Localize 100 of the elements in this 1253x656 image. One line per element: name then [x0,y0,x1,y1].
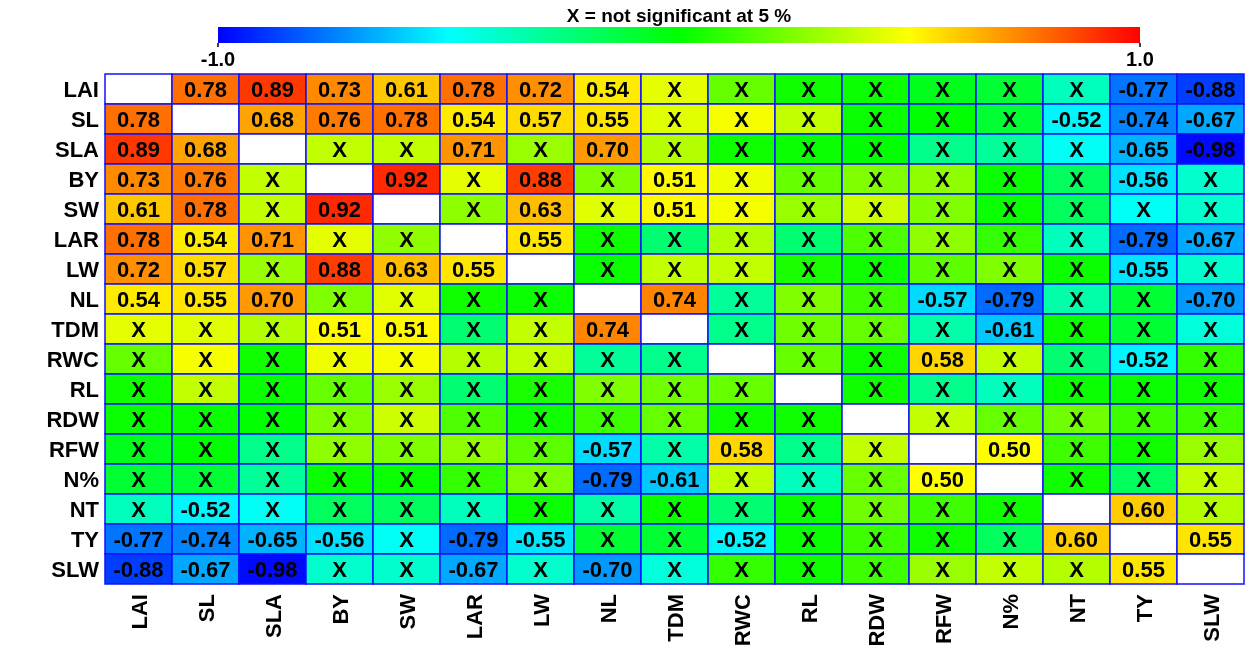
data-label: X [466,287,482,312]
data-label: -0.74 [180,527,232,552]
data-label: X [1069,197,1085,222]
data-label: 0.73 [117,167,160,192]
data-label: X [332,437,348,462]
data-label: X [1069,557,1085,582]
data-label: X [399,527,415,552]
data-label: X [466,167,482,192]
data-label: X [935,197,951,222]
data-label: X [935,227,951,252]
data-label: X [600,227,616,252]
data-label: 0.60 [1055,527,1098,552]
data-label: X [868,137,884,162]
x-tick-label: RFW [930,593,956,645]
data-label: X [399,227,415,252]
data-label: X [734,317,750,342]
data-label: X [868,287,884,312]
data-label: X [1069,347,1085,372]
data-label: X [801,167,817,192]
data-label: X [868,197,884,222]
data-label: X [667,437,683,462]
data-label: -0.52 [1118,347,1169,372]
data-label: 0.89 [251,77,294,102]
data-label: 0.51 [653,167,696,192]
data-label: X [399,407,415,432]
data-label: 0.71 [452,137,495,162]
data-label: X [600,497,616,522]
data-label: X [600,257,616,282]
data-label: X [868,527,884,552]
x-tick-label: SL [193,594,219,623]
data-label: X [1002,497,1018,522]
data-label: -0.74 [1118,107,1170,132]
y-tick-label: RDW [46,407,100,432]
data-label: -0.56 [1118,167,1169,192]
data-label: X [332,137,348,162]
data-label: X [667,107,683,132]
data-label: 0.51 [653,197,696,222]
x-tick-label: LAR [461,593,487,640]
data-label: X [868,167,884,192]
data-label: X [600,377,616,402]
data-label: -0.65 [247,527,298,552]
data-label: 0.57 [184,257,227,282]
data-label: -0.67 [448,557,499,582]
data-label: 0.54 [184,227,228,252]
y-tick-label: SL [70,107,99,132]
data-label: X [466,407,482,432]
data-label: -0.70 [582,557,633,582]
data-label: -0.57 [917,287,968,312]
data-label: X [801,557,817,582]
data-label: 0.55 [586,107,629,132]
data-label: X [868,377,884,402]
data-label: X [1002,197,1018,222]
data-label: 0.60 [1122,497,1165,522]
data-label: -0.88 [1185,77,1236,102]
data-label: 0.58 [921,347,964,372]
data-label: X [399,347,415,372]
data-label: X [198,377,214,402]
data-label: X [734,377,750,402]
data-label: X [868,227,884,252]
data-label: X [332,347,348,372]
data-label: X [734,227,750,252]
data-label: X [868,497,884,522]
data-label: X [1002,107,1018,132]
data-label: 0.50 [988,437,1031,462]
data-label: X [1069,77,1085,102]
data-label: X [600,347,616,372]
data-label: X [667,377,683,402]
data-label: -0.79 [582,467,633,492]
data-label: X [1136,197,1152,222]
data-label: X [1069,167,1085,192]
data-label: X [935,407,951,432]
data-label: 0.54 [117,287,161,312]
data-label: X [667,557,683,582]
data-label: 0.55 [184,287,227,312]
x-tick-label: SLW [1198,593,1224,642]
data-label: X [667,137,683,162]
data-label: X [1069,407,1085,432]
chart-title: X = not significant at 5 % [566,5,792,26]
data-label: X [131,377,147,402]
data-label: X [399,497,415,522]
data-label: X [1069,137,1085,162]
data-label: X [667,347,683,372]
data-label: 0.58 [720,437,763,462]
data-label: X [935,557,951,582]
data-label: X [265,347,281,372]
data-label: X [265,197,281,222]
data-label: X [265,257,281,282]
data-label: X [935,107,951,132]
data-label: X [1069,377,1085,402]
data-label: X [734,167,750,192]
data-label: X [667,227,683,252]
data-label: X [868,437,884,462]
data-label: 0.74 [653,287,697,312]
data-label: X [265,317,281,342]
y-tick-label: TDM [51,317,99,342]
data-label: X [533,317,549,342]
data-label: X [801,347,817,372]
data-label: X [801,287,817,312]
data-label: -0.98 [1185,137,1236,162]
data-label: X [667,527,683,552]
